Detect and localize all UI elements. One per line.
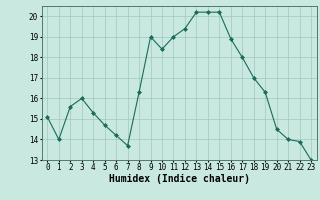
X-axis label: Humidex (Indice chaleur): Humidex (Indice chaleur) [109,174,250,184]
